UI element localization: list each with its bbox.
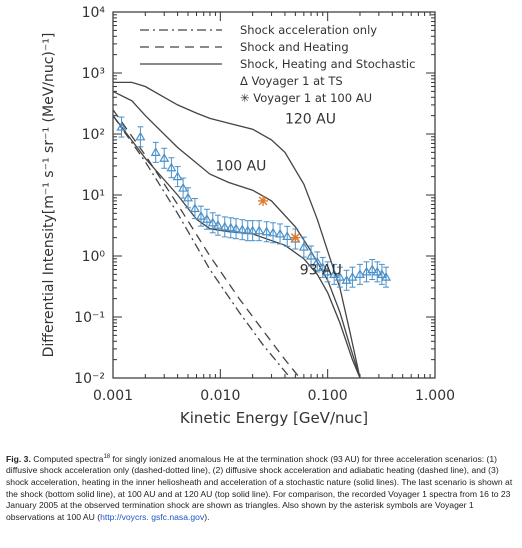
voyager-ts-point bbox=[150, 147, 161, 156]
curve-shock-heating-and-stochastic-120-au- bbox=[113, 81, 361, 379]
voyager-ts-point bbox=[247, 225, 258, 235]
legend-entry: Shock and Heating bbox=[240, 40, 349, 54]
voyager-ts-point bbox=[166, 162, 177, 172]
voyager-ts-point bbox=[306, 250, 317, 260]
caption-text-2: for singly ionized anomalous He at the t… bbox=[6, 453, 513, 522]
y-axis-label: Differential Intensity[m⁻¹ s⁻¹ sr⁻¹ (MeV… bbox=[41, 33, 57, 358]
voyager-ts-point bbox=[312, 256, 323, 266]
voyager-ts-point bbox=[268, 227, 279, 237]
voyager-ts-point bbox=[207, 217, 218, 227]
figure-caption: Fig. 3. Computed spectra18 for singly io… bbox=[6, 452, 518, 523]
voyager-ts-point bbox=[354, 269, 366, 278]
voyager-ts-point bbox=[225, 222, 236, 232]
curve-label: 120 AU bbox=[285, 111, 336, 127]
voyager-100au-point bbox=[290, 232, 301, 243]
voyager-ts-point bbox=[172, 171, 183, 181]
voyager-ts-point bbox=[237, 224, 248, 234]
voyager-ts-point bbox=[329, 269, 340, 278]
voyager-ts-point bbox=[261, 226, 272, 236]
y-tick-label: 10⁻² bbox=[74, 371, 105, 387]
voyager-ts-point bbox=[135, 131, 146, 141]
legend-entry: Δ Voyager 1 at TS bbox=[240, 74, 343, 88]
caption-label: Fig. 3. bbox=[6, 453, 31, 464]
voyager-ts-point bbox=[347, 271, 358, 281]
voyager-ts-point bbox=[254, 225, 265, 235]
x-tick-label: 0.001 bbox=[93, 388, 133, 404]
curve-shock-and-heating bbox=[112, 109, 301, 379]
voyager-ts-point bbox=[159, 153, 170, 162]
x-tick-label: 0.010 bbox=[200, 388, 240, 404]
voyager-ts-point bbox=[372, 266, 383, 276]
voyager-ts-point bbox=[116, 121, 127, 131]
caption-text-1: Computed spectra bbox=[30, 453, 104, 464]
voyager-ts-point bbox=[367, 264, 378, 274]
voyager-ts-point bbox=[189, 203, 200, 213]
x-tick-label: 1.000 bbox=[415, 388, 455, 404]
voyager-ts-point bbox=[298, 241, 309, 251]
voyager-ts-point bbox=[282, 231, 293, 240]
curve-label: 93 AU bbox=[300, 262, 342, 278]
voyager-100au-point bbox=[258, 195, 269, 206]
x-axis-label: Kinetic Energy [GeV/nuc] bbox=[180, 409, 368, 427]
voyager-ts-point bbox=[317, 262, 328, 272]
voyager-ts-point bbox=[334, 271, 345, 281]
legend-entry: ✳ Voyager 1 at 100 AU bbox=[240, 91, 372, 105]
legend-entry: Shock acceleration only bbox=[240, 23, 377, 37]
spectrum-chart: 0.001 0.010 0.100 1.000 10⁻² 10⁻¹ 10⁰ 10¹ 10² 10³… bbox=[41, 5, 455, 427]
voyager-ts-point bbox=[322, 266, 333, 276]
caption-reference: 18 bbox=[103, 454, 111, 460]
voyager-ts-point bbox=[182, 192, 194, 202]
caption-link[interactable]: http://voycrs. gsfc.nasa.gov bbox=[100, 511, 205, 522]
y-tick-label: 10⁰ bbox=[82, 249, 106, 265]
curve-shock-heating-and-stochastic-100-au- bbox=[112, 90, 361, 379]
y-tick-label: 10² bbox=[82, 127, 105, 143]
y-tick-label: 10³ bbox=[82, 66, 105, 82]
curve-label: 100 AU bbox=[215, 159, 266, 175]
figure: 0.001 0.010 0.100 1.000 10⁻² 10⁻¹ 10⁰ 10¹ 10² 10³… bbox=[41, 5, 455, 427]
caption-text-3: ). bbox=[204, 511, 210, 522]
y-tick-label: 10¹ bbox=[82, 188, 105, 204]
voyager-ts-point bbox=[242, 225, 253, 235]
voyager-ts-point bbox=[376, 269, 387, 278]
y-tick-label: 10⁴ bbox=[82, 5, 106, 21]
voyager-ts-point bbox=[230, 223, 242, 233]
voyager-ts-point bbox=[195, 210, 206, 220]
x-tick-label: 0.100 bbox=[308, 388, 348, 404]
voyager-ts-point bbox=[219, 221, 230, 231]
voyager-ts-point bbox=[212, 219, 223, 229]
voyager-ts-point bbox=[381, 271, 392, 281]
voyager-ts-point bbox=[275, 228, 286, 238]
voyager-ts-point bbox=[201, 214, 212, 223]
y-tick-label: 10⁻¹ bbox=[74, 310, 105, 326]
legend-entry: Shock, Heating and Stochastic bbox=[240, 57, 415, 71]
curve-shock-heating-and-stochastic-93-au- bbox=[112, 115, 361, 379]
curve-shock-acceleration-only bbox=[112, 115, 291, 379]
